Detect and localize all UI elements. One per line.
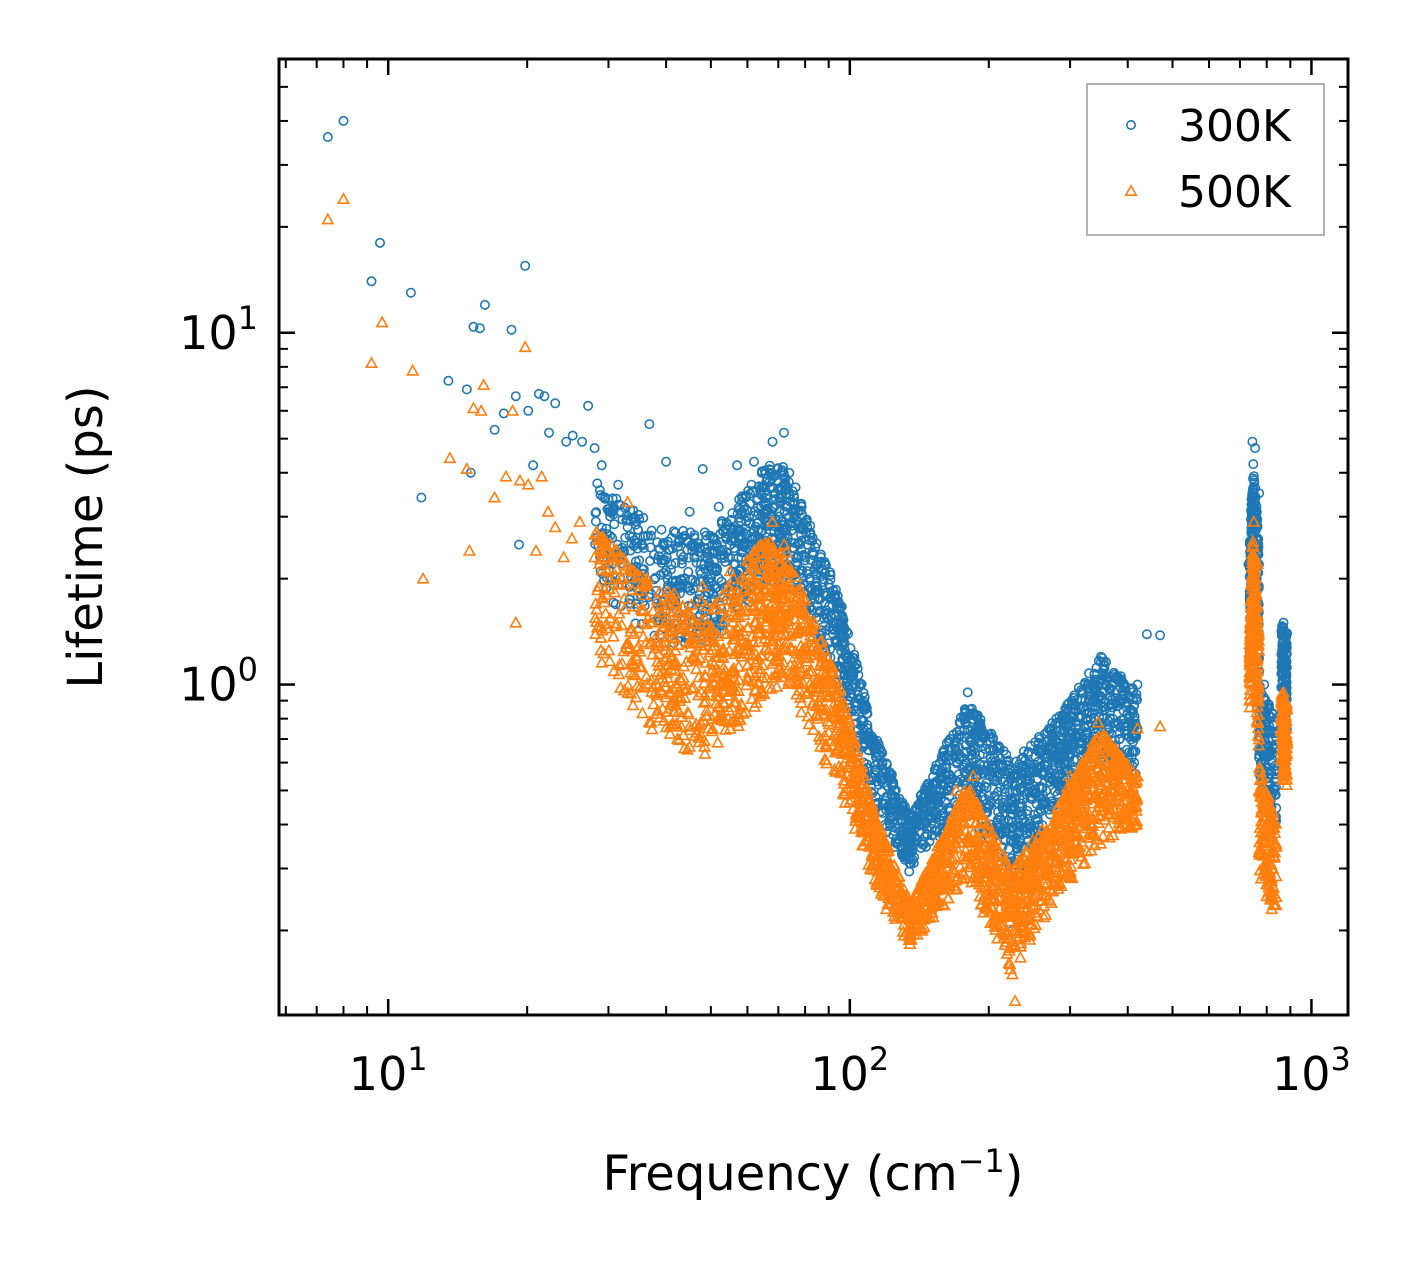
figure: 101 102 103 100 101 Frequency (cm−1) Lifeti…: [0, 0, 1422, 1265]
scatter-chart: 101 102 103 100101 Frequency (cm−1) Lifeti…: [0, 0, 1422, 1265]
